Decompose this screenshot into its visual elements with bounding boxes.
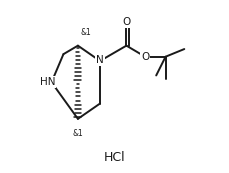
Text: O: O — [122, 17, 131, 27]
Text: O: O — [141, 52, 149, 62]
Text: HN: HN — [40, 77, 55, 87]
Text: HCl: HCl — [104, 151, 125, 164]
Text: N: N — [96, 55, 104, 65]
Text: &1: &1 — [80, 28, 91, 37]
Text: &1: &1 — [73, 129, 84, 138]
